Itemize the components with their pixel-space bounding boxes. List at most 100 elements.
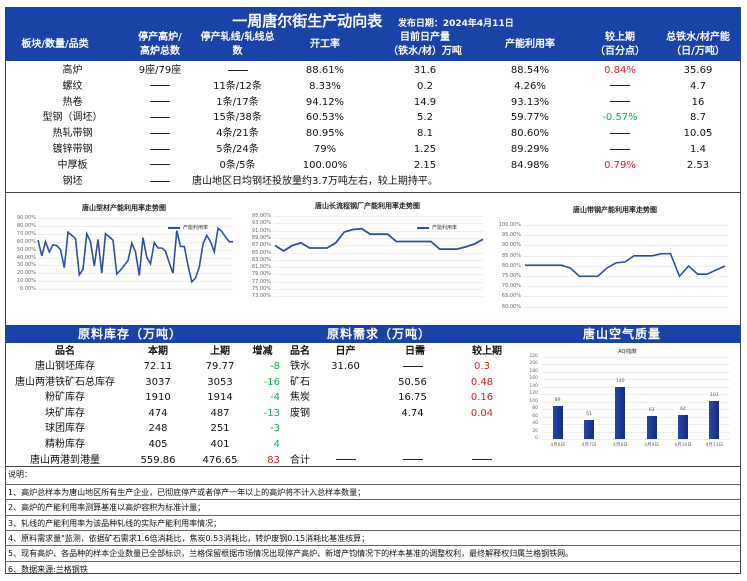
demand-daily_need: 16.75 <box>398 392 427 404</box>
chart-legend: 产能利用率 <box>168 224 208 231</box>
y-axis-tick: 220 <box>529 354 538 359</box>
inventory-row: 唐山两港到港量 559.86 476.65 83 <box>5 453 280 468</box>
inventory-name: 唐山钢坯库存 <box>35 361 95 372</box>
inventory-current: 559.86 <box>140 454 176 466</box>
col-header-capacity: 总铁水/材产能 （日/万吨） <box>666 32 730 57</box>
inventory-previous: 487 <box>210 407 230 419</box>
inventory-previous: 3053 <box>207 376 233 388</box>
demand-name: 废钢 <box>290 407 310 419</box>
inventory-section-title: 原料库存（万吨） <box>5 325 255 343</box>
aqi-bar <box>584 419 594 439</box>
change: 0.84% <box>604 65 636 76</box>
operating-rate: 79% <box>313 144 337 155</box>
gridline <box>38 225 233 227</box>
y-axis-tick: 200 <box>529 361 538 367</box>
y-axis-tick: 80.00% <box>16 222 36 229</box>
stopped-bf <box>120 110 200 125</box>
aqi-bar <box>678 415 688 439</box>
inventory-previous: 1914 <box>207 392 233 404</box>
y-axis-tick: 75.00% <box>251 286 271 292</box>
aqi-bar <box>552 405 563 439</box>
gridline <box>542 439 730 440</box>
row-name: 中厚板 <box>57 159 88 171</box>
dash-placeholder <box>150 132 170 134</box>
y-axis-tick: 0.00% <box>20 286 36 293</box>
dash-placeholder <box>402 365 423 367</box>
inventory-row: 唐山钢坯库存 72.11 79.77 -8 <box>5 359 280 374</box>
y-axis-tick: 140 <box>529 383 538 389</box>
demand-change: 0.48 <box>470 376 494 388</box>
inventory-current: 1910 <box>145 392 171 404</box>
gridline <box>273 237 483 239</box>
stopped-lines: 11条/12条 <box>213 80 262 92</box>
col-header-operating-rate: 开工率 <box>310 39 340 50</box>
inventory-row: 精粉库存 405 401 4 <box>5 437 280 452</box>
inventory-demand-header-row: 品名 本期 上期 增减 品名 日产 日需 较上期 <box>5 344 505 359</box>
gridline <box>542 364 730 366</box>
row-name: 热卷 <box>62 96 83 108</box>
aqi-date-label: 4月8日 <box>612 443 628 448</box>
y-axis-tick: 100 <box>529 398 538 404</box>
aqi-value-label: 103 <box>710 392 719 398</box>
note-item: 3、轧线的产能利用率为该品种轧线的实际产能利用率情况； <box>5 514 741 531</box>
demand-row: 铁水 31.60 0.3 <box>285 359 505 374</box>
utilization: 84.98% <box>510 159 550 171</box>
gridline <box>542 424 730 426</box>
y-axis-tick: 80 <box>532 406 538 412</box>
demand-daily_need: 50.56 <box>398 376 427 388</box>
chart-title: 唐山带钢产能利用率走势图 <box>573 206 657 214</box>
capacity: 1.4 <box>690 144 706 155</box>
aqi-bar <box>646 415 657 439</box>
change <box>585 95 655 110</box>
inventory-change: -4 <box>270 392 280 404</box>
demand-daily_need: 4.74 <box>401 407 424 419</box>
inv-header-name: 品名 <box>55 346 75 357</box>
utilization: 89.29% <box>510 144 550 155</box>
air-quality-section-title: 唐山空气质量 <box>503 325 741 343</box>
aqi-value-label: 140 <box>616 378 625 384</box>
y-axis-tick: 85.00% <box>501 252 521 259</box>
stopped-bf <box>120 79 200 94</box>
gridline <box>523 225 728 226</box>
col-header-stopped-bf: 停产高炉/ 高炉总数 <box>138 32 182 57</box>
dash-placeholder <box>150 164 170 166</box>
change <box>585 126 655 141</box>
dash-placeholder <box>610 85 630 87</box>
gridline <box>273 252 483 254</box>
inventory-row: 粉矿库存 1910 1914 -4 <box>5 390 280 405</box>
change <box>585 142 655 157</box>
demand-change: 0.04 <box>470 407 494 419</box>
gridline <box>273 289 483 290</box>
note-item: 2、高炉的产能利用率测算基准以高炉容积为标准计量； <box>5 499 741 515</box>
dash-placeholder <box>610 101 630 103</box>
aqi-date-label: 4月6日 <box>550 443 566 448</box>
y-axis-tick: 77.00% <box>251 278 271 285</box>
gridline <box>523 235 728 237</box>
demand-total-name: 合计 <box>290 454 310 466</box>
billet-name: 钢坯 <box>62 176 83 187</box>
utilization: 80.60% <box>510 128 550 140</box>
divider <box>5 466 741 467</box>
stopped-bf <box>120 158 200 173</box>
change: -0.57% <box>602 112 638 124</box>
capacity: 10.05 <box>683 128 713 140</box>
inventory-row: 唐山两港铁矿石总库存 3037 3053 -16 <box>5 375 280 390</box>
operating-rate: 60.53% <box>305 112 345 124</box>
y-axis-tick: 20.00% <box>16 270 36 277</box>
aqi-date-label: 4月9日 <box>644 443 660 448</box>
aqi-value-label: 89 <box>554 397 561 403</box>
capacity: 16 <box>691 96 705 108</box>
daily-output: 14.9 <box>413 96 437 108</box>
production-row: 螺纹 11条/12条 8.33% 0.2 4.26% 4.7 <box>5 79 741 95</box>
aqi-date-label: 4月7日 <box>581 443 597 448</box>
y-axis-tick: 160 <box>529 376 538 382</box>
row-name: 高炉 <box>62 65 83 76</box>
stopped-bf <box>120 95 200 110</box>
gridline <box>523 276 728 277</box>
stopped-bf: 9座/79座 <box>138 65 182 76</box>
demand-total-row: 合计 <box>285 453 505 468</box>
gridline <box>38 218 233 219</box>
demand-section-title: 原料需求（万吨） <box>255 325 503 343</box>
chart-title: AQI指数 <box>618 349 637 355</box>
inventory-row: 球团库存 248 251 -3 <box>5 421 280 436</box>
